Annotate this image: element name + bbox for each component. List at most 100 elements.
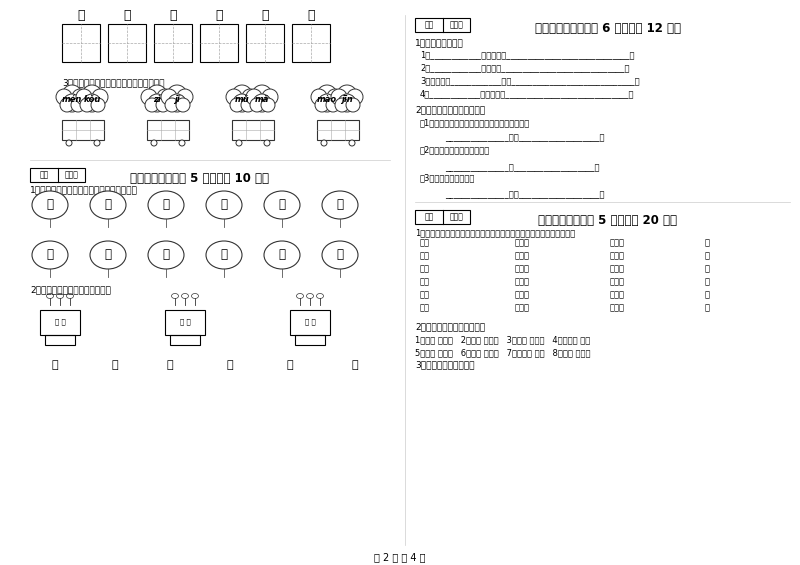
Ellipse shape — [306, 293, 314, 298]
Ellipse shape — [317, 293, 323, 298]
Ellipse shape — [297, 293, 303, 298]
Text: 个: 个 — [166, 360, 174, 370]
Circle shape — [141, 89, 157, 105]
Text: 野: 野 — [46, 249, 54, 262]
Circle shape — [232, 85, 252, 105]
Circle shape — [236, 140, 242, 146]
Text: 禾: 禾 — [352, 360, 358, 370]
Circle shape — [91, 98, 105, 112]
Text: 得分: 得分 — [39, 171, 49, 180]
Circle shape — [230, 98, 244, 112]
Ellipse shape — [322, 241, 358, 269]
Text: 土（: 土（ — [420, 251, 430, 260]
Circle shape — [315, 98, 329, 112]
Text: ）司（: ）司（ — [515, 264, 530, 273]
Text: 天: 天 — [337, 249, 343, 262]
Text: ）何（: ）何（ — [515, 290, 530, 299]
Bar — [147, 120, 189, 140]
Text: _______________正___________________，: _______________正___________________， — [445, 163, 599, 172]
Text: 小（: 小（ — [420, 277, 430, 286]
Ellipse shape — [148, 241, 184, 269]
Circle shape — [264, 140, 270, 146]
Ellipse shape — [322, 191, 358, 219]
Text: 用: 用 — [78, 9, 85, 22]
Text: 评卷人: 评卷人 — [450, 212, 464, 221]
Text: ）牛（: ）牛（ — [610, 290, 625, 299]
Text: 手: 手 — [262, 9, 269, 22]
Circle shape — [335, 98, 349, 112]
Bar — [232, 120, 274, 140]
Text: ）云（: ）云（ — [610, 238, 625, 247]
Circle shape — [145, 98, 159, 112]
Bar — [45, 335, 75, 345]
Text: ）人（: ）人（ — [515, 303, 530, 312]
Text: 4、____________小蝌蚪已经_____________________________，: 4、____________小蝌蚪已经_____________________… — [420, 89, 634, 98]
Circle shape — [82, 85, 102, 105]
Ellipse shape — [57, 293, 63, 298]
Ellipse shape — [90, 241, 126, 269]
Text: 五、补充句子（每题 6 分，共计 12 分）: 五、补充句子（每题 6 分，共计 12 分） — [535, 22, 681, 35]
Text: 放: 放 — [337, 198, 343, 211]
Circle shape — [318, 94, 336, 112]
Bar — [30, 168, 85, 182]
Circle shape — [71, 98, 85, 112]
Text: _______________一边___________________，: _______________一边___________________， — [445, 133, 605, 142]
Circle shape — [253, 94, 271, 112]
Circle shape — [76, 89, 92, 105]
Text: mǎ: mǎ — [255, 95, 269, 105]
Circle shape — [331, 89, 347, 105]
Text: 评卷人: 评卷人 — [450, 20, 464, 29]
Text: 土: 土 — [52, 360, 58, 370]
Bar — [108, 24, 146, 62]
Bar — [292, 24, 330, 62]
Text: （3）天气渐渐热起来。: （3）天气渐渐热起来。 — [420, 173, 475, 182]
Text: ）丁（: ）丁（ — [610, 303, 625, 312]
Ellipse shape — [90, 191, 126, 219]
Bar — [62, 120, 104, 140]
Text: 乡: 乡 — [278, 249, 286, 262]
Circle shape — [83, 94, 101, 112]
Text: 得分: 得分 — [424, 20, 434, 29]
Ellipse shape — [264, 191, 300, 219]
Text: 田: 田 — [162, 198, 170, 211]
Text: （2）李老师正忙着改作业呢！: （2）李老师正忙着改作业呢！ — [420, 145, 490, 154]
Ellipse shape — [264, 241, 300, 269]
Ellipse shape — [32, 191, 68, 219]
Text: 1、____________太阳渐渐地_____________________________，: 1、____________太阳渐渐地_____________________… — [420, 50, 634, 59]
Ellipse shape — [32, 241, 68, 269]
Text: 向: 向 — [215, 9, 222, 22]
Circle shape — [311, 89, 327, 105]
Text: 2、我会把笔画数相同的连一连。: 2、我会把笔画数相同的连一连。 — [30, 285, 111, 294]
Text: 1、把句子写完整。: 1、把句子写完整。 — [415, 38, 464, 47]
Text: 得分: 得分 — [424, 212, 434, 221]
Bar — [165, 310, 205, 335]
Text: 刚: 刚 — [105, 198, 111, 211]
Circle shape — [177, 89, 193, 105]
Bar — [415, 18, 470, 32]
Text: _______________渐渐___________________，: _______________渐渐___________________， — [445, 190, 605, 199]
Text: ）一（: ）一（ — [610, 264, 625, 273]
Circle shape — [347, 89, 363, 105]
Text: 2、把下面的句子补充完整。: 2、把下面的句子补充完整。 — [415, 105, 485, 114]
Text: 云: 云 — [123, 9, 130, 22]
Circle shape — [80, 98, 94, 112]
Text: 评卷人: 评卷人 — [65, 171, 79, 180]
Circle shape — [233, 94, 251, 112]
Text: ）王（: ）王（ — [515, 277, 530, 286]
Bar — [295, 335, 325, 345]
Text: mào: mào — [317, 95, 337, 105]
Text: ）: ） — [705, 303, 710, 312]
Circle shape — [62, 85, 82, 105]
Text: 六、综合题（每题 5 分，共计 20 分）: 六、综合题（每题 5 分，共计 20 分） — [538, 214, 678, 227]
Text: ）: ） — [705, 264, 710, 273]
Text: 3、小红一边____________一边_____________________________，: 3、小红一边____________一边____________________… — [420, 76, 640, 85]
Circle shape — [338, 94, 356, 112]
Text: ）大（: ）大（ — [610, 277, 625, 286]
Bar — [246, 24, 284, 62]
Circle shape — [161, 89, 177, 105]
Text: 蓝: 蓝 — [278, 198, 286, 211]
Circle shape — [147, 85, 167, 105]
Text: ）: ） — [705, 290, 710, 299]
Text: 五 画: 五 画 — [305, 319, 315, 325]
Circle shape — [176, 98, 190, 112]
